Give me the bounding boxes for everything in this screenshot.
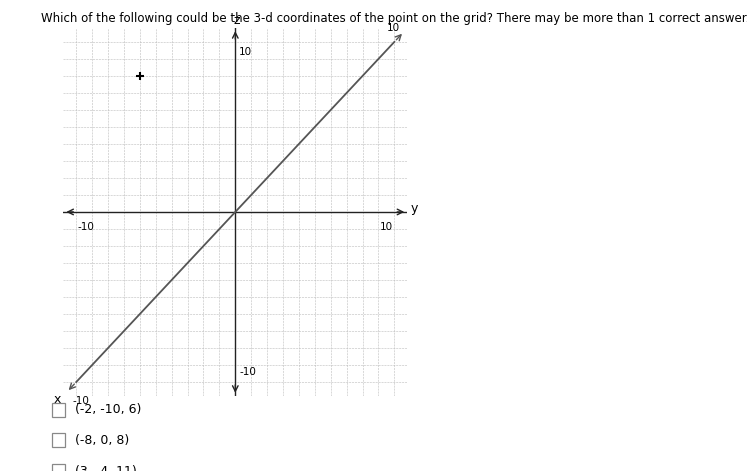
Text: -10: -10 (78, 222, 95, 232)
Text: x: x (54, 392, 61, 406)
Text: Which of the following could be the 3-d coordinates of the point on the grid? Th: Which of the following could be the 3-d … (41, 12, 747, 25)
Text: (3, -4, 11): (3, -4, 11) (75, 464, 137, 471)
Text: (-2, -10, 6): (-2, -10, 6) (75, 403, 141, 416)
Text: 10: 10 (239, 47, 252, 57)
Text: z: z (234, 14, 240, 26)
Text: (-8, 0, 8): (-8, 0, 8) (75, 434, 129, 447)
Text: y: y (410, 202, 418, 215)
Text: 10: 10 (386, 24, 400, 33)
Text: 10: 10 (379, 222, 393, 232)
Text: -10: -10 (239, 367, 256, 377)
Text: -10: -10 (72, 396, 90, 406)
